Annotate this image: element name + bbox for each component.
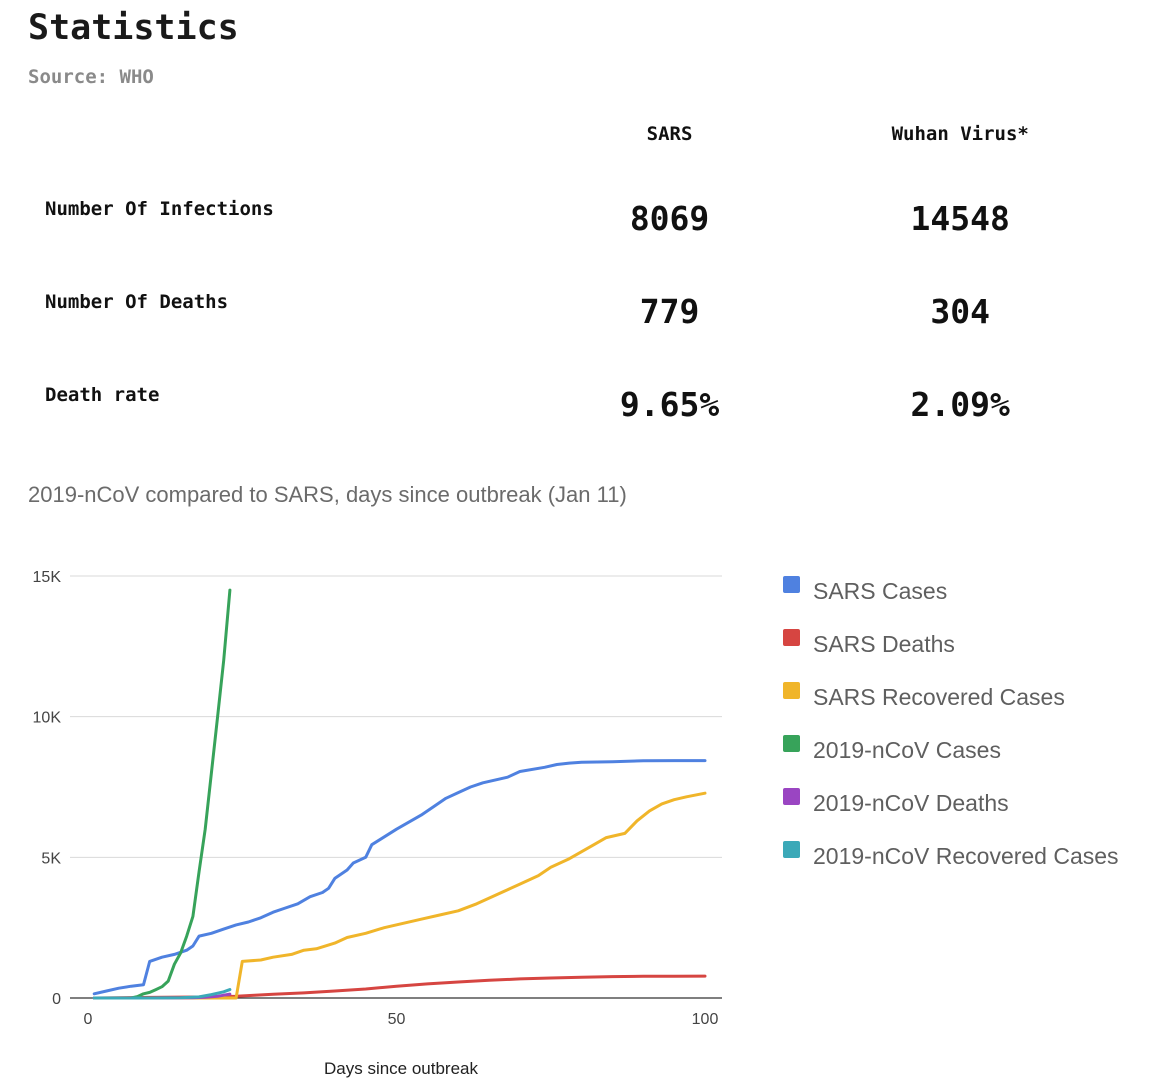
series-line-5 [92,988,232,1000]
legend-swatch-4 [783,788,800,805]
y-tick-label: 15K [33,569,62,586]
row-label-death-rate: Death rate [45,384,160,406]
series-line-0 [92,759,707,996]
source-label: Source: WHO [28,66,154,88]
legend-label-2: SARS Recovered Cases [813,684,1065,710]
legend-label-3: 2019-nCoV Cases [813,737,1001,763]
table-row-death-rate: Death rate 9.65% 2.09% [28,342,1108,435]
legend-swatch-1 [783,629,800,646]
y-tick-label: 10K [33,710,62,727]
column-header-wuhan: Wuhan Virus* [891,123,1029,145]
x-tick-label: 100 [692,1011,719,1028]
column-header-sars: SARS [646,123,693,145]
legend-label-1: SARS Deaths [813,631,955,657]
x-tick-label: 50 [388,1011,406,1028]
chart-title: 2019-nCoV compared to SARS, days since o… [28,482,627,507]
table-header-row: SARS Wuhan Virus* [28,112,1108,156]
row-label-deaths: Number Of Deaths [45,291,229,313]
legend-label-5: 2019-nCoV Recovered Cases [813,843,1119,869]
row-label-infections: Number Of Infections [45,198,274,220]
x-tick-label: 0 [84,1011,93,1028]
table-row-infections: Number Of Infections 8069 14548 [28,156,1108,249]
wuhan-death-rate-value: 2.09% [910,385,1010,424]
y-tick-label: 5K [41,850,61,867]
sars-infections-value: 8069 [629,199,710,238]
page-title: Statistics [28,8,239,48]
legend-label-4: 2019-nCoV Deaths [813,790,1009,816]
sars-deaths-value: 779 [639,292,700,331]
y-tick-label: 0 [52,991,61,1008]
wuhan-deaths-value: 304 [930,292,991,331]
legend-swatch-2 [783,682,800,699]
series-line-3 [92,588,232,1000]
wuhan-infections-value: 14548 [910,199,1010,238]
legend-swatch-5 [783,841,800,858]
statistics-table: SARS Wuhan Virus* Number Of Infections 8… [28,112,1108,435]
legend-label-0: SARS Cases [813,578,947,604]
legend-swatch-3 [783,735,800,752]
series-line-1 [92,974,707,1000]
x-axis-title: Days since outbreak [324,1059,479,1078]
sars-death-rate-value: 9.65% [619,385,720,424]
legend-swatch-0 [783,576,800,593]
series-line-2 [92,791,707,1000]
table-row-deaths: Number Of Deaths 779 304 [28,249,1108,342]
